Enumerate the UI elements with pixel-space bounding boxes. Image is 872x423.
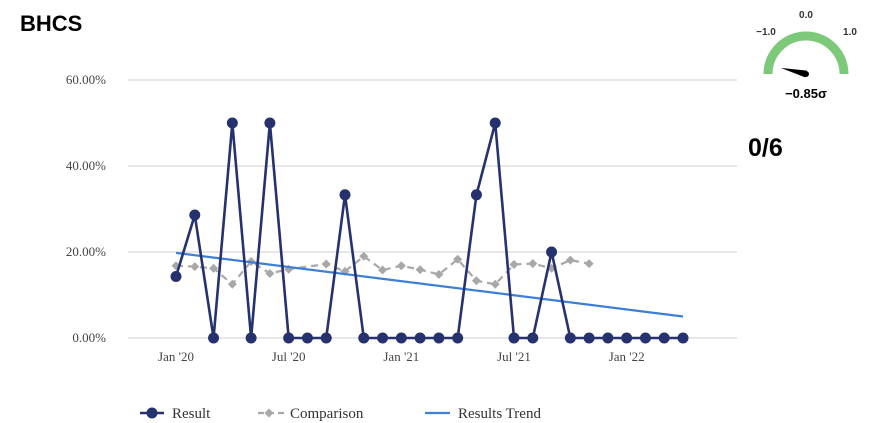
legend-comparison-marker xyxy=(265,409,274,418)
result-point xyxy=(264,118,275,129)
gauge-value-label: −0.85σ xyxy=(785,86,827,101)
x-tick-label: Jan '22 xyxy=(609,349,645,364)
result-point xyxy=(208,333,219,344)
score-label: 0/6 xyxy=(748,134,783,163)
chart-legend: Result Comparison Results Trend xyxy=(140,406,541,422)
comparison-point xyxy=(472,276,481,285)
gauge-needle xyxy=(781,68,809,77)
result-point xyxy=(546,247,557,258)
x-tick-label: Jul '21 xyxy=(497,349,531,364)
result-point xyxy=(678,333,689,344)
result-point xyxy=(171,271,182,282)
x-tick-label: Jan '20 xyxy=(158,349,194,364)
result-point xyxy=(490,118,501,129)
comparison-point xyxy=(416,265,425,274)
comparison-point xyxy=(322,260,331,269)
comparison-point xyxy=(397,261,406,270)
result-point xyxy=(640,333,651,344)
result-point xyxy=(415,333,426,344)
chart-grid xyxy=(128,80,737,338)
result-line xyxy=(176,123,683,338)
y-tick-label: 40.00% xyxy=(66,158,106,173)
legend-result-label: Result xyxy=(172,406,211,422)
result-point xyxy=(659,333,670,344)
result-point xyxy=(452,333,463,344)
x-tick-label: Jan '21 xyxy=(383,349,419,364)
result-point xyxy=(565,333,576,344)
result-point xyxy=(227,118,238,129)
gauge-mid-label: 0.0 xyxy=(799,10,813,21)
line-chart: 0.00%20.00%40.00%60.00% Jan '20 Jul '20 Ja… xyxy=(0,0,740,423)
y-axis-ticks: 0.00% 20.00% 40.00% 60.00% xyxy=(66,72,106,345)
legend-result-marker xyxy=(147,408,158,419)
result-point xyxy=(377,333,388,344)
results-trend-line xyxy=(176,253,683,317)
result-point xyxy=(471,189,482,200)
result-point xyxy=(246,333,257,344)
result-point xyxy=(509,333,520,344)
result-point xyxy=(396,333,407,344)
legend-trend-label: Results Trend xyxy=(458,406,541,422)
result-point xyxy=(584,333,595,344)
legend-comparison-label: Comparison xyxy=(290,406,364,422)
comparison-point xyxy=(190,262,199,271)
comparison-point xyxy=(566,256,575,265)
y-tick-label: 0.00% xyxy=(72,330,106,345)
result-point xyxy=(321,333,332,344)
x-tick-label: Jul '20 xyxy=(272,349,306,364)
chart-series xyxy=(171,118,689,344)
gauge-max-label: 1.0 xyxy=(843,27,857,38)
result-point xyxy=(302,333,313,344)
comparison-point xyxy=(528,259,537,268)
result-point xyxy=(602,333,613,344)
gauge-min-label: −1.0 xyxy=(756,27,776,38)
result-point xyxy=(340,189,351,200)
x-axis-ticks: Jan '20 Jul '20 Jan '21 Jul '21 Jan '22 xyxy=(158,349,645,364)
result-point xyxy=(189,210,200,221)
gauge-arc xyxy=(768,36,844,74)
y-tick-label: 20.00% xyxy=(66,244,106,259)
result-point xyxy=(433,333,444,344)
comparison-point xyxy=(510,260,519,269)
result-point xyxy=(621,333,632,344)
comparison-point xyxy=(585,259,594,268)
result-point xyxy=(283,333,294,344)
result-point xyxy=(527,333,538,344)
result-point xyxy=(358,333,369,344)
y-tick-label: 60.00% xyxy=(66,72,106,87)
sigma-gauge: 0.0 −1.0 1.0 −0.85σ xyxy=(748,4,864,104)
